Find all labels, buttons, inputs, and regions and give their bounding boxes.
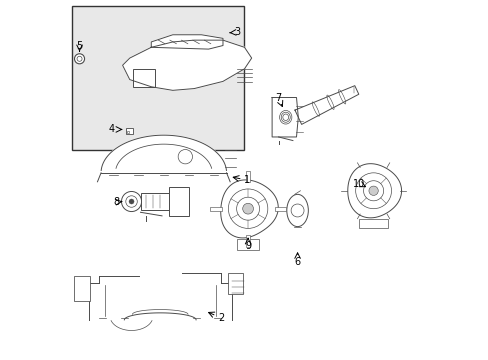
Text: 2: 2	[218, 313, 224, 323]
Polygon shape	[271, 98, 298, 137]
Polygon shape	[101, 135, 226, 173]
Text: 8: 8	[113, 197, 119, 207]
Polygon shape	[151, 35, 223, 49]
Circle shape	[242, 203, 253, 214]
Text: 6: 6	[294, 257, 300, 267]
Bar	[210, 207, 221, 211]
Bar	[169, 187, 188, 216]
Ellipse shape	[286, 194, 308, 226]
Polygon shape	[347, 164, 401, 218]
Bar	[72, 6, 244, 149]
Bar	[74, 276, 90, 301]
Polygon shape	[122, 40, 251, 90]
Bar	[359, 220, 387, 228]
Text: 5: 5	[76, 41, 82, 50]
Text: 3: 3	[234, 27, 240, 37]
Bar	[140, 193, 169, 211]
Circle shape	[129, 199, 134, 204]
Bar	[245, 171, 250, 182]
Bar	[133, 69, 155, 87]
Polygon shape	[294, 86, 358, 125]
Text: 9: 9	[244, 241, 251, 251]
Text: 7: 7	[275, 93, 281, 103]
Circle shape	[74, 54, 84, 64]
Circle shape	[368, 186, 378, 195]
Polygon shape	[88, 280, 231, 320]
Bar	[126, 128, 133, 134]
Polygon shape	[220, 180, 278, 238]
Text: 1: 1	[244, 175, 250, 185]
Bar	[274, 207, 285, 211]
Bar	[126, 131, 129, 134]
Circle shape	[121, 192, 142, 212]
Bar	[228, 273, 242, 294]
Bar	[245, 235, 250, 247]
Text: 10: 10	[352, 179, 365, 189]
Bar	[237, 239, 258, 250]
Text: 4: 4	[108, 125, 115, 134]
